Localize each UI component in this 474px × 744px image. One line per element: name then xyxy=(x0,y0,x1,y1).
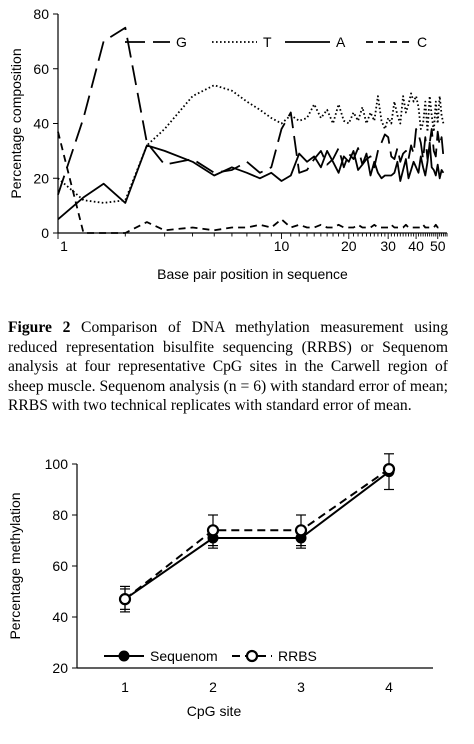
chart-methylation: 20 40 60 80 100 1 2 3 4 CpG site Percentage methyl… xyxy=(7,453,433,719)
y-tick-label: 80 xyxy=(52,507,68,523)
series-line-sequenom xyxy=(124,470,390,600)
x-tick-label: 40 xyxy=(408,238,424,254)
x-tick-label: 50 xyxy=(430,238,446,254)
series-line-g xyxy=(57,26,445,195)
series-line-a xyxy=(57,141,445,220)
legend-label-t: T xyxy=(263,34,272,50)
x-tick-label: 3 xyxy=(297,679,305,695)
y-tick-label: 60 xyxy=(33,61,49,77)
data-point-rrbs xyxy=(118,593,132,606)
legend-label-g: G xyxy=(176,34,187,50)
x-tick-label: 4 xyxy=(385,679,393,695)
y-tick-label: 100 xyxy=(45,456,69,472)
legend-label-c: C xyxy=(417,34,427,50)
y-axis-label: Percentage methylation xyxy=(7,492,23,639)
legend-label-sequenom: Sequenom xyxy=(150,648,218,664)
y-tick-label: 40 xyxy=(33,116,49,132)
x-tick-label: 30 xyxy=(380,238,396,254)
data-point-rrbs xyxy=(206,524,220,537)
y-tick-label: 60 xyxy=(52,558,68,574)
caption-text: Comparison of DNA methylation measuremen… xyxy=(8,319,448,414)
y-axis-label: Percentage composition xyxy=(8,48,24,198)
y-tick-label: 20 xyxy=(33,170,49,186)
figure-caption: Figure 2 Comparison of DNA methylation m… xyxy=(8,318,448,416)
y-tick-label: 20 xyxy=(52,660,68,676)
x-tick-label: 2 xyxy=(209,679,217,695)
y-tick-label: 0 xyxy=(41,225,49,241)
data-point-rrbs xyxy=(294,524,308,537)
legend-label-a: A xyxy=(336,34,346,50)
series-line-t xyxy=(57,84,445,204)
legend-marker-sequenom xyxy=(118,650,130,662)
series-line-c xyxy=(57,131,444,234)
legend-label-rrbs: RRBS xyxy=(278,648,317,664)
x-axis-label: Base pair position in sequence xyxy=(157,266,348,282)
x-tick-label: 1 xyxy=(60,238,68,254)
chart-composition: 0 20 40 60 80 1 10 20 30 40 50 Base pair position i… xyxy=(8,6,448,282)
y-tick-label: 80 xyxy=(33,6,49,22)
x-axis-label: CpG site xyxy=(187,703,242,719)
legend-marker-rrbs xyxy=(245,649,259,663)
figure-label: Figure 2 xyxy=(8,319,71,336)
data-point-rrbs xyxy=(382,463,396,476)
x-tick-label: 20 xyxy=(341,238,357,254)
x-tick-label: 1 xyxy=(121,679,129,695)
y-tick-label: 40 xyxy=(52,609,68,625)
x-tick-label: 10 xyxy=(274,238,290,254)
series-line-rrbs xyxy=(124,468,390,600)
